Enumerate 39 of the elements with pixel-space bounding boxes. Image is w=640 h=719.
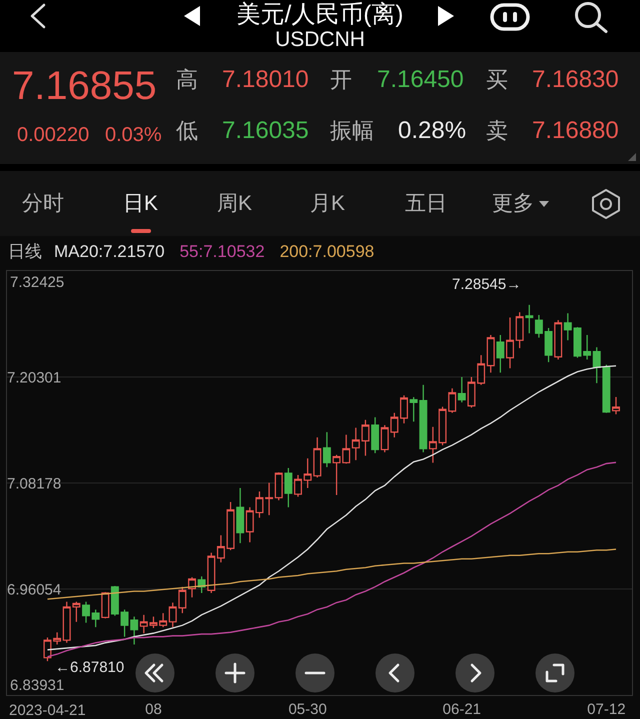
text: 0.00220 [17, 124, 90, 146]
text: 7.18010 [222, 66, 309, 93]
text: 分时 [22, 192, 64, 215]
y-tick-label: 7.08178 [7, 475, 62, 492]
text: 7.16880 [532, 117, 619, 144]
text: 0.03% [105, 124, 162, 146]
text: 7.16830 [532, 66, 619, 93]
y-tick-label: 6.96054 [7, 581, 62, 598]
text: 7.16035 [222, 117, 309, 144]
text: 买 [486, 67, 508, 92]
text: 美元/人民币(离) [236, 1, 404, 28]
y-tick-label: 6.83931 [10, 676, 64, 694]
text: 55:7.10532 [180, 242, 265, 261]
text: 0.28% [398, 117, 466, 144]
annotation: ←6.87810 [55, 659, 124, 676]
y-tick-label: 7.20301 [7, 369, 62, 386]
annotation: 7.28545→ [452, 276, 522, 293]
text: MA20:7.21570 [54, 242, 165, 261]
text: 200:7.00598 [280, 242, 374, 261]
text: 7.16450 [377, 66, 464, 93]
text: 振幅 [330, 118, 374, 143]
text: 五日 [405, 192, 447, 215]
text: 周K [217, 192, 252, 215]
text: 更多 [492, 192, 534, 215]
x-tick-label: 06-21 [442, 701, 482, 718]
text: 低 [176, 118, 198, 143]
text: USDCNH [274, 28, 366, 51]
x-tick-label: 2023-04-21 [9, 702, 86, 719]
text: 月K [310, 192, 346, 215]
text: 日K [123, 192, 158, 215]
x-tick-label: 05-30 [288, 701, 327, 718]
y-tick-label: 7.32425 [10, 274, 64, 291]
text: 卖 [486, 118, 508, 143]
text: 开 [330, 67, 352, 92]
x-tick-label: 07-12 [587, 701, 626, 718]
text: 7.16855 [12, 64, 157, 108]
legend-title: 日线 [8, 242, 42, 261]
text: 高 [176, 67, 198, 92]
x-tick-label: 08 [145, 701, 162, 718]
